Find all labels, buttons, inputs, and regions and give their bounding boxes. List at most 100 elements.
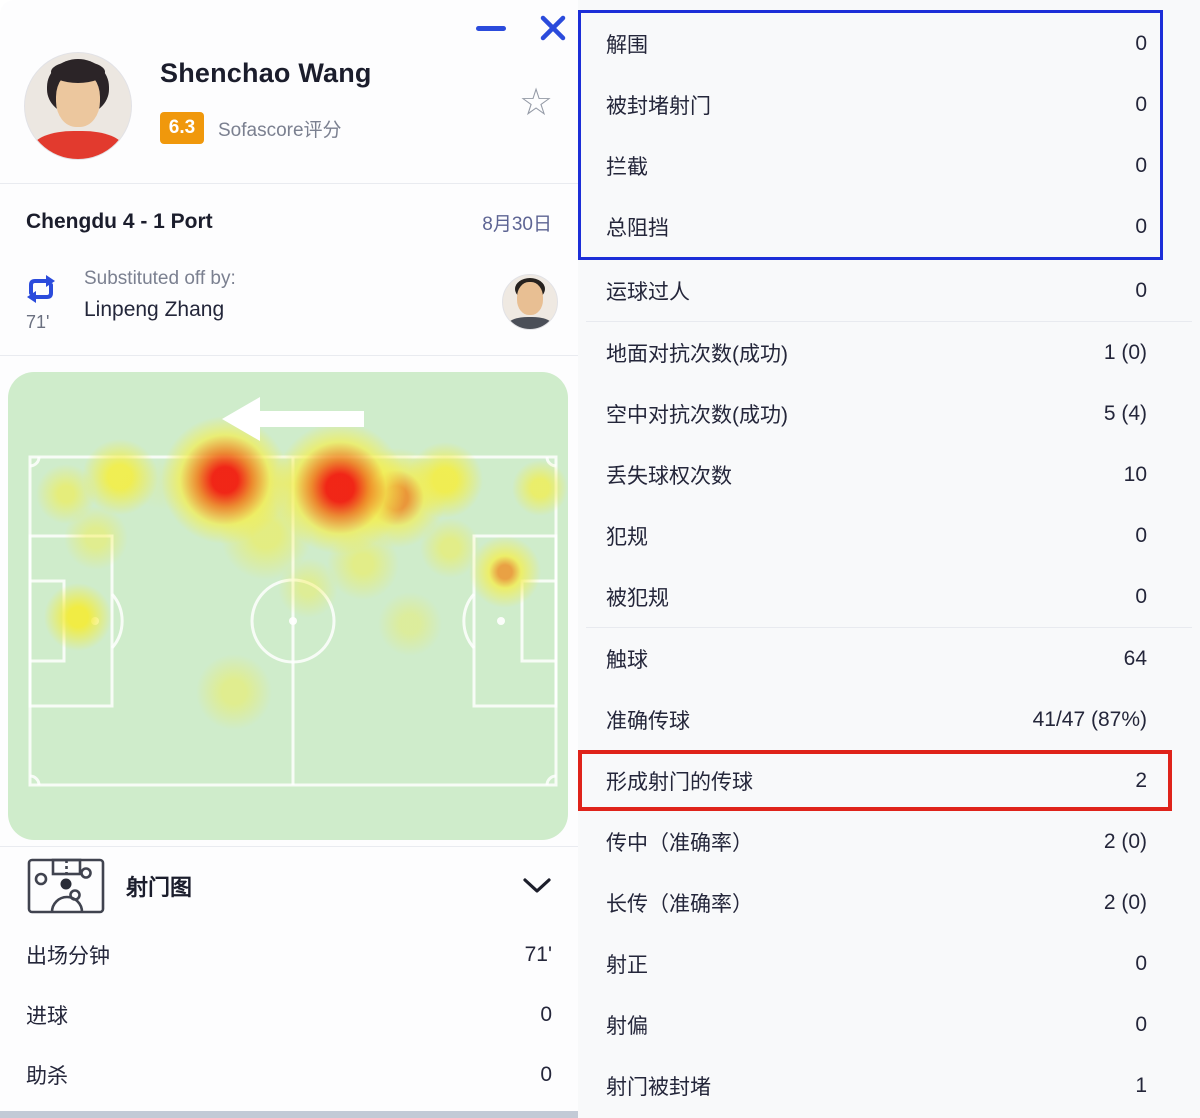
close-icon[interactable]	[538, 13, 568, 43]
stat-row: 总阻挡 0	[581, 196, 1160, 257]
substitute-player-avatar[interactable]	[502, 274, 558, 330]
stat-value: 0	[1135, 31, 1147, 55]
stat-value: 0	[1135, 92, 1147, 116]
shotmap-icon	[27, 858, 105, 914]
stat-label: 运球过人	[606, 280, 690, 304]
stat-label: 地面对抗次数(成功)	[606, 342, 788, 366]
stat-value: 2	[1135, 768, 1147, 792]
player-avatar	[24, 52, 132, 160]
substitution-texts: Substituted off by: Linpeng Zhang	[84, 266, 502, 322]
left-stats-list: 出场分钟 71' 进球 0 助杀 0	[0, 925, 578, 1105]
stat-value: 1 (0)	[1103, 340, 1147, 364]
rating-row: 6.3 Sofascore评分	[160, 112, 342, 144]
substitution-minute: 71'	[26, 312, 50, 332]
stat-row: 丢失球权次数 10	[578, 444, 1200, 505]
shotmap-section-header[interactable]: 射门图	[0, 847, 578, 925]
divider	[586, 321, 1192, 322]
stat-value: 2 (0)	[1103, 890, 1147, 914]
stat-label: 准确传球	[606, 709, 690, 733]
match-date: 8月30日	[482, 213, 552, 235]
stat-value: 5 (4)	[1103, 401, 1147, 425]
stat-label: 射偏	[606, 1014, 648, 1038]
stat-value: 0	[1135, 153, 1147, 177]
stat-label: 形成射门的传球	[606, 770, 753, 794]
player-name: Shenchao Wang	[160, 58, 372, 88]
substitution-label: Substituted off by:	[84, 268, 236, 289]
avatar-shirt	[509, 317, 551, 329]
avatar-face	[517, 282, 543, 315]
stat-row: 射正 0	[578, 933, 1200, 994]
bottom-scroll-strip[interactable]	[0, 1111, 578, 1118]
stat-row: 触球 64	[578, 628, 1200, 689]
avatar-fringe	[51, 61, 105, 83]
stat-label: 拦截	[606, 155, 648, 179]
chevron-down-icon[interactable]	[522, 877, 552, 895]
stat-row: 进球 0	[0, 985, 578, 1045]
attack-direction-arrow-icon	[222, 397, 364, 441]
stat-value: 1	[1135, 1073, 1147, 1097]
favorite-star-icon[interactable]: ☆	[518, 82, 554, 124]
stat-label: 被封堵射门	[606, 94, 711, 118]
player-detail-panel: Shenchao Wang 6.3 Sofascore评分 ☆ Chengdu …	[0, 0, 578, 1118]
rating-badge: 6.3	[160, 112, 204, 144]
stat-label: 助杀	[26, 1065, 68, 1088]
stat-label: 犯规	[606, 525, 648, 549]
stat-row: 解围 0	[581, 13, 1160, 74]
stat-row: 犯规 0	[578, 505, 1200, 566]
stat-row: 被犯规 0	[578, 566, 1200, 627]
stat-value: 0	[540, 1003, 552, 1026]
substitution-swap-icon	[27, 275, 55, 303]
stat-value: 0	[1135, 278, 1147, 302]
divider	[0, 846, 578, 847]
match-row[interactable]: Chengdu 4 - 1 Port 8月30日	[0, 184, 578, 260]
stat-label: 长传（准确率）	[606, 892, 753, 916]
player-heatmap	[8, 372, 568, 840]
stat-row: 空中对抗次数(成功) 5 (4)	[578, 383, 1200, 444]
stat-value: 2 (0)	[1103, 829, 1147, 853]
red-annotation-box: 形成射门的传球 2	[578, 750, 1172, 811]
stat-value: 0	[1135, 1012, 1147, 1036]
stat-row: 射偏 0	[578, 994, 1200, 1055]
stat-value: 0	[540, 1063, 552, 1086]
substitution-player-name[interactable]: Linpeng Zhang	[84, 298, 225, 321]
stat-label: 射正	[606, 953, 648, 977]
stat-label: 被犯规	[606, 586, 669, 610]
stat-value: 64	[1123, 646, 1147, 670]
rating-label: Sofascore评分	[218, 119, 342, 141]
stats-panel: 解围 0 被封堵射门 0 拦截 0 总阻挡 0 运球过人 0 地面对抗次数(成功) 1 (0) 空中对抗…	[578, 0, 1200, 1118]
avatar-shirt	[33, 131, 123, 159]
stat-label: 总阻挡	[606, 216, 669, 240]
stat-value: 10	[1123, 462, 1147, 486]
stat-value: 71'	[524, 943, 552, 966]
stat-row: 运球过人 0	[578, 260, 1200, 321]
substitution-icon-col: 71'	[22, 266, 84, 333]
stat-label: 进球	[26, 1005, 68, 1028]
stat-label: 传中（准确率）	[606, 831, 753, 855]
stat-row: 传中（准确率） 2 (0)	[578, 811, 1200, 872]
stat-row: 拦截 0	[581, 135, 1160, 196]
stat-row: 准确传球 41/47 (87%)	[578, 689, 1200, 750]
stat-label: 出场分钟	[26, 945, 110, 968]
stat-label: 触球	[606, 648, 648, 672]
match-title: Chengdu 4 - 1 Port	[26, 210, 213, 233]
stat-row: 形成射门的传球 2	[582, 754, 1168, 807]
stat-value: 0	[1135, 951, 1147, 975]
right-stats-list: 解围 0 被封堵射门 0 拦截 0 总阻挡 0 运球过人 0 地面对抗次数(成功) 1 (0) 空中对抗…	[578, 10, 1200, 1116]
heatmap-blobs	[8, 372, 568, 840]
stat-value: 0	[1135, 523, 1147, 547]
stat-row: 长传（准确率） 2 (0)	[578, 872, 1200, 933]
player-header: Shenchao Wang 6.3 Sofascore评分 ☆	[0, 0, 578, 184]
stat-label: 空中对抗次数(成功)	[606, 403, 788, 427]
shotmap-title: 射门图	[126, 875, 193, 900]
stat-row: 地面对抗次数(成功) 1 (0)	[578, 322, 1200, 383]
stat-label: 解围	[606, 33, 648, 57]
stat-value: 41/47 (87%)	[1032, 707, 1147, 731]
stat-row: 射门被封堵 1	[578, 1055, 1200, 1116]
stat-value: 0	[1135, 584, 1147, 608]
stat-row: 助杀 0	[0, 1045, 578, 1105]
stat-label: 丢失球权次数	[606, 464, 732, 488]
minimize-icon[interactable]	[476, 26, 506, 31]
stat-value: 0	[1135, 214, 1147, 238]
stat-label: 射门被封堵	[606, 1075, 711, 1099]
stat-row: 出场分钟 71'	[0, 925, 578, 985]
